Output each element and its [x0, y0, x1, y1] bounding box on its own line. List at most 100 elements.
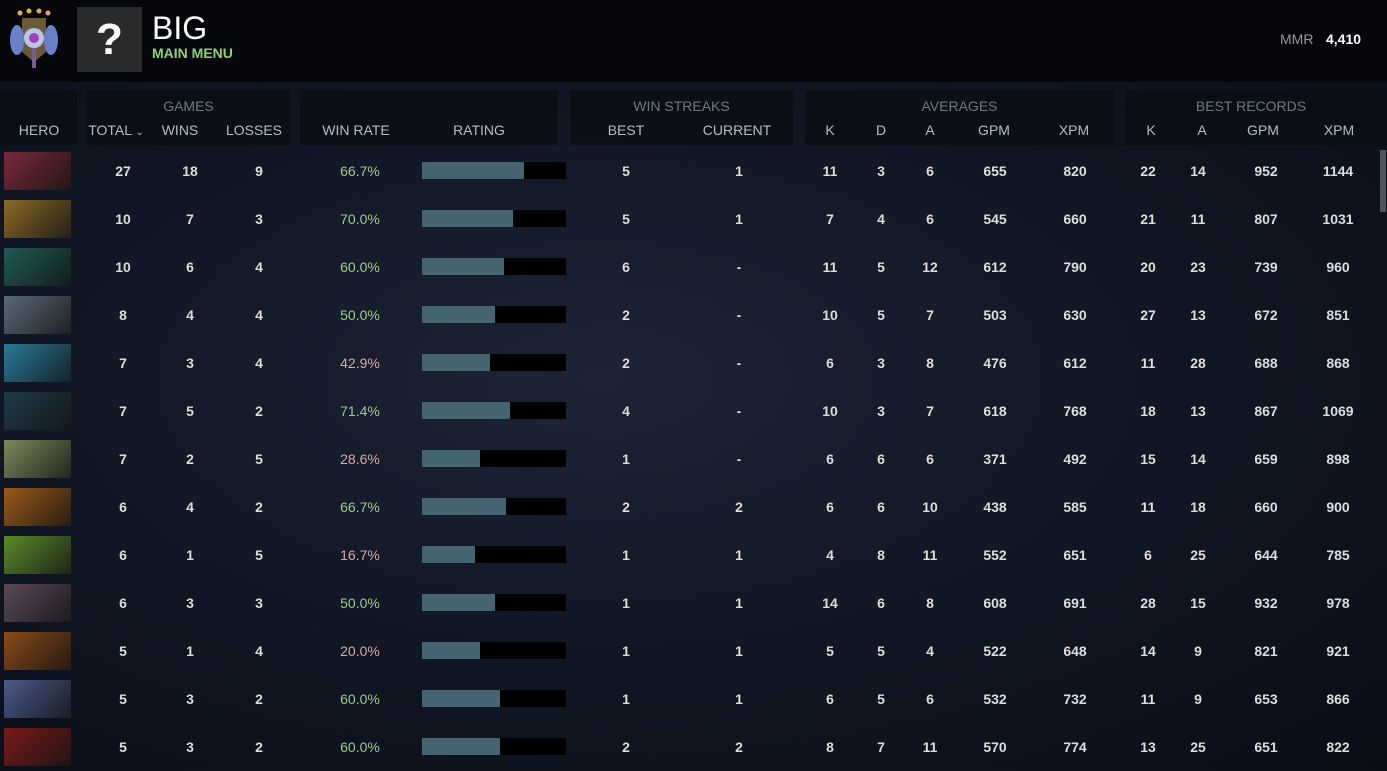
rating-bar	[422, 498, 566, 515]
rating-bar-fill	[422, 354, 490, 371]
rank-medal-icon	[10, 8, 58, 68]
col-best-gpm[interactable]: GPM	[1247, 122, 1279, 138]
cell-wins: 5	[186, 403, 194, 419]
cell-d: 6	[877, 595, 885, 611]
hero-portrait[interactable]	[4, 584, 71, 622]
cell-gpm: 438	[983, 499, 1007, 515]
col-rating[interactable]: RATING	[453, 122, 505, 138]
col-avg-gpm[interactable]: GPM	[978, 122, 1010, 138]
table-row[interactable]: 7 3 4 42.9% 2 - 6 3 8 476 612 11 28 688 868	[0, 339, 1378, 387]
player-avatar[interactable]: ?	[77, 7, 142, 72]
table-row[interactable]: 8 4 4 50.0% 2 - 10 5 7 503 630 27 13 672 851	[0, 291, 1378, 339]
cell-current: -	[736, 403, 742, 419]
hero-portrait[interactable]	[4, 200, 71, 238]
cell-k: 11	[822, 163, 838, 179]
hero-portrait[interactable]	[4, 152, 71, 190]
cell-wins: 7	[186, 211, 194, 227]
cell-xpm: 612	[1063, 355, 1087, 371]
cell-bk: 15	[1140, 451, 1156, 467]
hero-portrait[interactable]	[4, 488, 71, 526]
cell-bgpm: 821	[1254, 643, 1278, 659]
hero-portrait[interactable]	[4, 344, 71, 382]
col-best-k[interactable]: K	[1146, 122, 1156, 138]
hero-portrait[interactable]	[4, 680, 71, 718]
mmr-value: 4,410	[1326, 31, 1362, 47]
cell-d: 6	[877, 451, 885, 467]
hero-portrait[interactable]	[4, 632, 71, 670]
table-row[interactable]: 10 6 4 60.0% 6 - 11 5 12 612 790 20 23 739 960	[0, 243, 1378, 291]
cell-current: -	[736, 451, 742, 467]
cell-k: 11	[822, 259, 838, 275]
rating-bar	[422, 546, 566, 563]
cell-xpm: 768	[1063, 403, 1087, 419]
cell-gpm: 608	[983, 595, 1007, 611]
table-row[interactable]: 27 18 9 66.7% 5 1 11 3 6 655 820 22 14 952 1144	[0, 147, 1378, 195]
cell-bgpm: 659	[1254, 451, 1278, 467]
hero-portrait[interactable]	[4, 392, 71, 430]
cell-bxpm: 785	[1326, 547, 1350, 563]
cell-bgpm: 651	[1254, 739, 1278, 755]
scrollbar[interactable]	[1380, 150, 1386, 212]
cell-current: 2	[735, 739, 743, 755]
col-win-rate[interactable]: WIN RATE	[322, 122, 390, 138]
col-hero[interactable]: HERO	[18, 122, 60, 138]
hero-portrait[interactable]	[4, 248, 71, 286]
cell-best: 4	[622, 403, 630, 419]
winrate-header-group	[300, 90, 558, 145]
cell-a: 7	[926, 403, 934, 419]
table-row[interactable]: 6 1 5 16.7% 1 1 4 8 11 552 651 6 25 644 785	[0, 531, 1378, 579]
table-row[interactable]: 10 7 3 70.0% 5 1 7 4 6 545 660 21 11 807 1031	[0, 195, 1378, 243]
col-avg-xpm[interactable]: XPM	[1058, 122, 1090, 138]
cell-xpm: 492	[1063, 451, 1087, 467]
cell-gpm: 532	[983, 691, 1007, 707]
table-row[interactable]: 5 3 2 60.0% 1 1 6 5 6 532 732 11 9 653 866	[0, 675, 1378, 723]
cell-losses: 3	[255, 211, 263, 227]
col-losses[interactable]: LOSSES	[225, 122, 283, 138]
cell-wins: 3	[186, 691, 194, 707]
cell-bxpm: 1144	[1322, 163, 1354, 179]
table-row[interactable]: 6 4 2 66.7% 2 2 6 6 10 438 585 11 18 660 900	[0, 483, 1378, 531]
table-row[interactable]: 5 1 4 20.0% 1 1 5 5 4 522 648 14 9 821 921	[0, 627, 1378, 675]
cell-k: 14	[822, 595, 838, 611]
hero-portrait[interactable]	[4, 440, 71, 478]
cell-a: 6	[926, 691, 934, 707]
table-row[interactable]: 5 3 2 60.0% 2 2 8 7 11 570 774 13 25 651 822	[0, 723, 1378, 771]
cell-d: 7	[877, 739, 885, 755]
cell-xpm: 774	[1063, 739, 1087, 755]
col-wins[interactable]: WINS	[161, 122, 199, 138]
cell-losses: 2	[255, 691, 263, 707]
cell-bgpm: 952	[1254, 163, 1278, 179]
cell-best: 5	[622, 163, 630, 179]
main-menu-link[interactable]: MAIN MENU	[152, 45, 233, 61]
averages-group-title: AVERAGES	[921, 98, 998, 114]
hero-portrait[interactable]	[4, 296, 71, 334]
cell-a: 8	[926, 595, 934, 611]
col-avg-k[interactable]: K	[825, 122, 835, 138]
cell-a: 10	[922, 499, 938, 515]
rating-bar	[422, 738, 566, 755]
win-streaks-group-title: WIN STREAKS	[633, 98, 730, 114]
col-streak-current[interactable]: CURRENT	[702, 122, 772, 138]
hero-portrait[interactable]	[4, 536, 71, 574]
col-total[interactable]: TOTAL ⌄	[88, 122, 144, 138]
table-row[interactable]: 7 2 5 28.6% 1 - 6 6 6 371 492 15 14 659 898	[0, 435, 1378, 483]
col-avg-a[interactable]: A	[925, 122, 935, 138]
col-streak-best[interactable]: BEST	[607, 122, 645, 138]
cell-losses: 5	[255, 451, 263, 467]
games-group-title: GAMES	[163, 98, 214, 114]
cell-xpm: 648	[1063, 643, 1087, 659]
hero-portrait[interactable]	[4, 728, 71, 766]
col-best-xpm[interactable]: XPM	[1323, 122, 1355, 138]
cell-gpm: 545	[983, 211, 1007, 227]
col-avg-d[interactable]: D	[875, 122, 887, 138]
cell-ba: 9	[1194, 643, 1202, 659]
cell-best: 1	[622, 451, 630, 467]
cell-a: 11	[922, 739, 938, 755]
cell-bgpm: 672	[1254, 307, 1278, 323]
col-best-a[interactable]: A	[1197, 122, 1207, 138]
cell-gpm: 522	[983, 643, 1007, 659]
table-row[interactable]: 6 3 3 50.0% 1 1 14 6 8 608 691 28 15 932 978	[0, 579, 1378, 627]
cell-a: 6	[926, 163, 934, 179]
table-row[interactable]: 7 5 2 71.4% 4 - 10 3 7 618 768 18 13 867 1069	[0, 387, 1378, 435]
cell-losses: 2	[255, 403, 263, 419]
